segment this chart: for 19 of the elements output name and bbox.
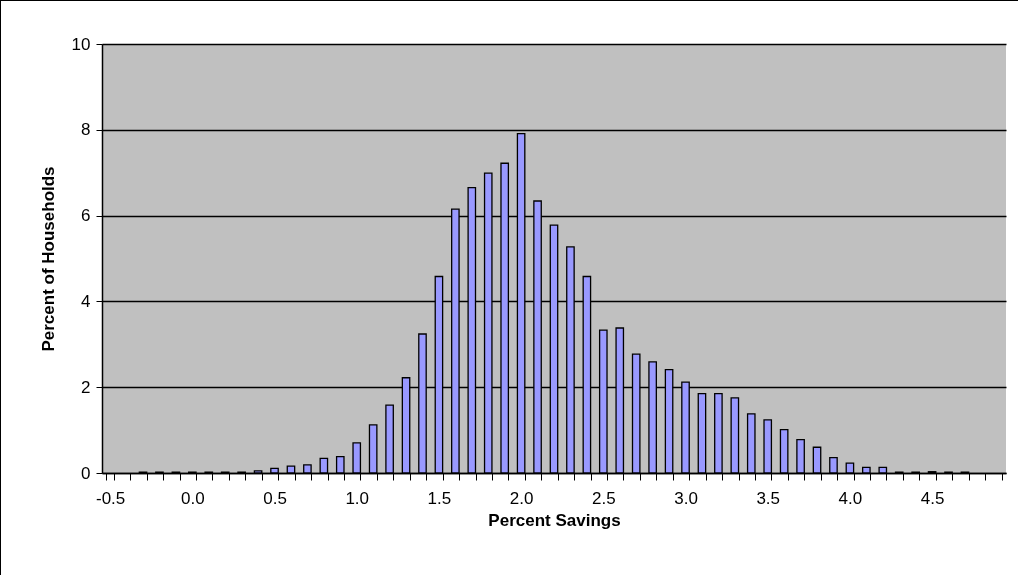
x-tick-label: 2.0 [509, 488, 534, 508]
x-tick-label: 4.5 [920, 488, 945, 508]
x-tick-label: 3.0 [674, 488, 698, 508]
x-tick-label: -0.5 [95, 488, 126, 508]
x-axis-title: Percent Savings [488, 510, 621, 530]
x-tick-label: 4.0 [838, 488, 863, 508]
x-tick-label: 1.0 [345, 488, 370, 508]
y-tick-label: 6 [81, 206, 91, 226]
y-tick-label: 4 [81, 291, 91, 311]
x-tick-label: 0.0 [181, 488, 205, 508]
x-tick-label: 1.5 [427, 488, 452, 508]
y-tick-label: 8 [81, 120, 91, 140]
y-tick-label: 10 [71, 34, 91, 54]
y-axis-title: Percent of Households [38, 166, 58, 352]
x-tick-label: 0.5 [263, 488, 287, 508]
y-tick-label: 0 [81, 463, 91, 483]
x-tick-label: 3.5 [756, 488, 781, 508]
x-tick-label: 2.5 [592, 488, 616, 508]
y-tick-label: 2 [81, 377, 91, 397]
